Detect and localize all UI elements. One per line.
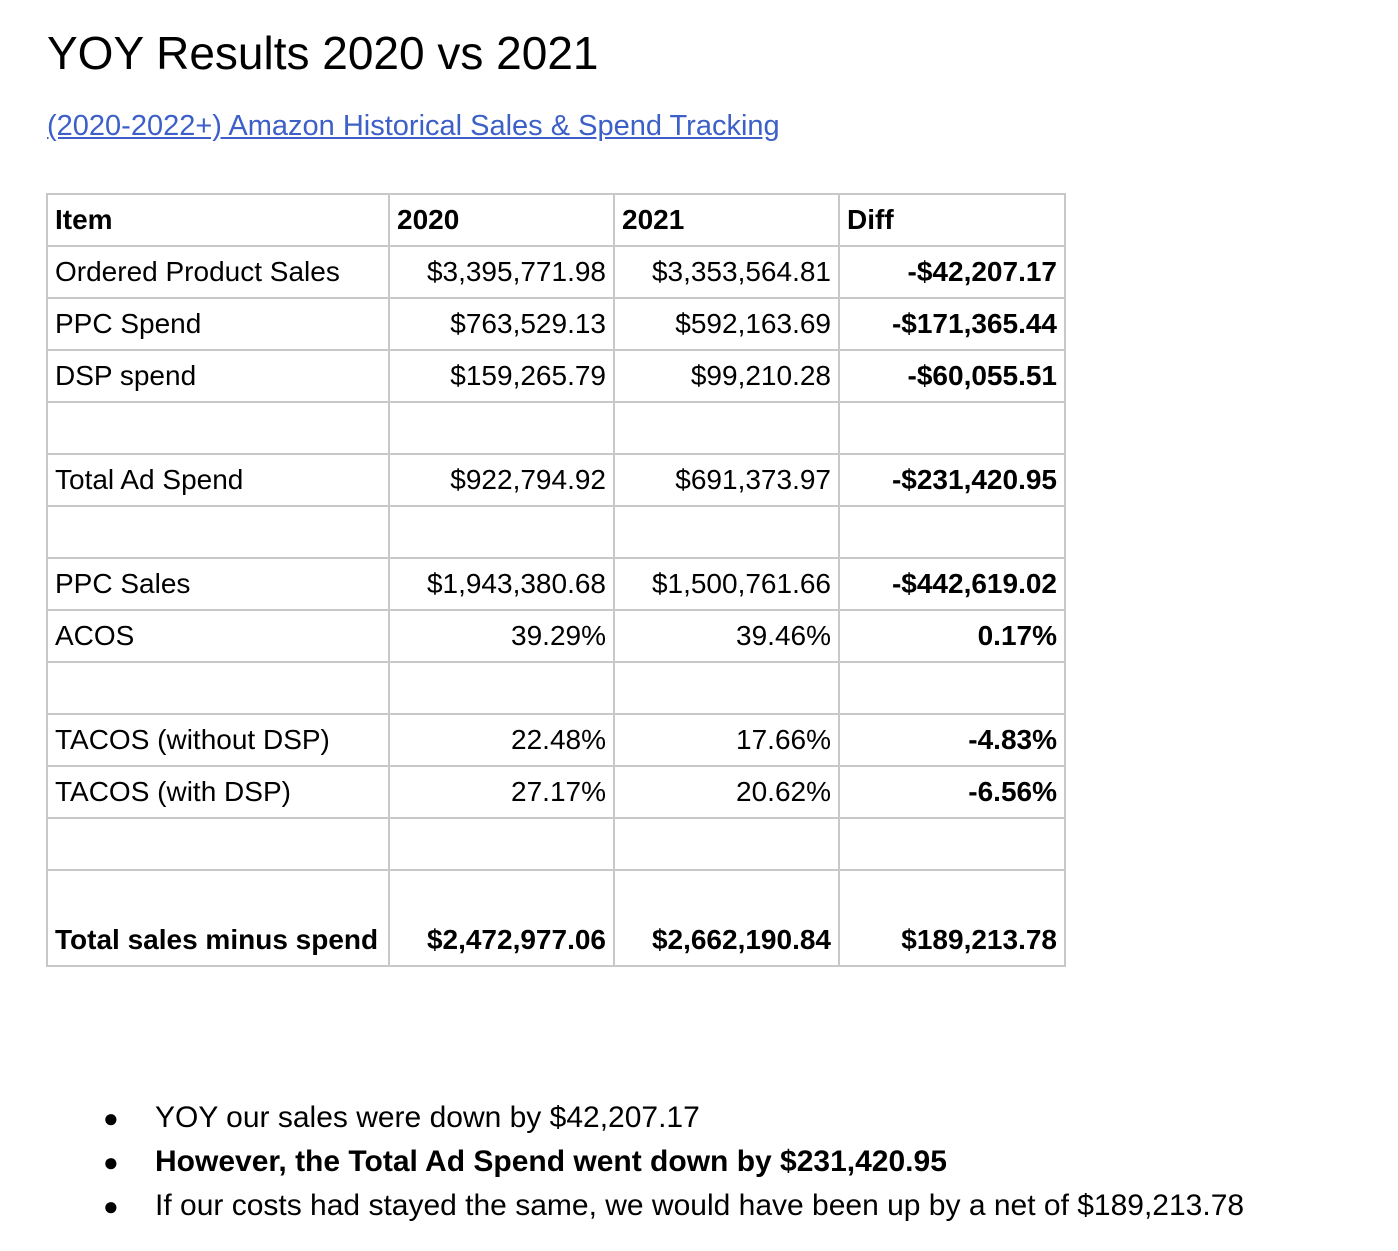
table-row: TACOS (without DSP) 22.48% 17.66% -4.83% (46, 713, 1066, 767)
value-diff (838, 817, 1066, 871)
header-item: Item (46, 193, 390, 247)
bullet-icon: ● (103, 1147, 119, 1177)
bullet-icon: ● (103, 1103, 119, 1133)
value-2021: $2,662,190.84 (613, 869, 840, 967)
header-2020: 2020 (388, 193, 615, 247)
value-diff: -$171,365.44 (838, 297, 1066, 351)
list-item: ● If our costs had stayed the same, we w… (100, 1184, 1244, 1228)
value-2020: 27.17% (388, 765, 615, 819)
row-label (46, 817, 390, 871)
value-2021: $1,500,761.66 (613, 557, 840, 611)
value-2020: 39.29% (388, 609, 615, 663)
list-item-text: If our costs had stayed the same, we wou… (155, 1189, 1245, 1222)
value-2021: $3,353,564.81 (613, 245, 840, 299)
value-diff: -6.56% (838, 765, 1066, 819)
value-2020 (388, 817, 615, 871)
table-row: TACOS (with DSP) 27.17% 20.62% -6.56% (46, 765, 1066, 819)
table-row: ACOS 39.29% 39.46% 0.17% (46, 609, 1066, 663)
row-label: Total sales minus spend (46, 869, 390, 967)
value-diff: -$60,055.51 (838, 349, 1066, 403)
row-label: DSP spend (46, 349, 390, 403)
value-diff: $189,213.78 (838, 869, 1066, 967)
value-diff (838, 401, 1066, 455)
value-2020: $1,943,380.68 (388, 557, 615, 611)
value-diff: -$231,420.95 (838, 453, 1066, 507)
value-2020: $763,529.13 (388, 297, 615, 351)
value-2021: $691,373.97 (613, 453, 840, 507)
row-label: ACOS (46, 609, 390, 663)
header-diff: Diff (838, 193, 1066, 247)
row-label: PPC Sales (46, 557, 390, 611)
value-2020: $2,472,977.06 (388, 869, 615, 967)
value-2021: 17.66% (613, 713, 840, 767)
table-row: PPC Spend $763,529.13 $592,163.69 -$171,… (46, 297, 1066, 351)
value-2020 (388, 505, 615, 559)
document-title: YOY Results 2020 vs 2021 (47, 27, 599, 79)
table-row: Ordered Product Sales $3,395,771.98 $3,3… (46, 245, 1066, 299)
list-item-text: YOY our sales were down by $42,207.17 (155, 1101, 700, 1134)
value-2020 (388, 401, 615, 455)
value-diff: -4.83% (838, 713, 1066, 767)
value-diff: -$42,207.17 (838, 245, 1066, 299)
summary-list: ● YOY our sales were down by $42,207.17 … (100, 1096, 1244, 1228)
row-label: Ordered Product Sales (46, 245, 390, 299)
value-diff (838, 505, 1066, 559)
value-2021 (613, 661, 840, 715)
table-row-total: Total sales minus spend $2,472,977.06 $2… (46, 869, 1066, 967)
value-2021: $592,163.69 (613, 297, 840, 351)
table-row: PPC Sales $1,943,380.68 $1,500,761.66 -$… (46, 557, 1066, 611)
row-label: Total Ad Spend (46, 453, 390, 507)
value-diff: 0.17% (838, 609, 1066, 663)
value-2021 (613, 505, 840, 559)
row-label (46, 401, 390, 455)
table-row-empty (46, 817, 1066, 871)
row-label: TACOS (with DSP) (46, 765, 390, 819)
table-row-empty (46, 401, 1066, 455)
value-2021: 39.46% (613, 609, 840, 663)
table-header-row: Item 2020 2021 Diff (46, 193, 1066, 247)
table-row-empty (46, 505, 1066, 559)
value-2020: $922,794.92 (388, 453, 615, 507)
value-diff: -$442,619.02 (838, 557, 1066, 611)
list-item: ● YOY our sales were down by $42,207.17 (100, 1096, 1244, 1140)
value-2021: $99,210.28 (613, 349, 840, 403)
yoy-results-table: Item 2020 2021 Diff Ordered Product Sale… (46, 193, 1066, 967)
table-row-empty (46, 661, 1066, 715)
value-2020: 22.48% (388, 713, 615, 767)
bullet-icon: ● (103, 1191, 119, 1221)
value-diff (838, 661, 1066, 715)
header-2021: 2021 (613, 193, 840, 247)
table-row: Total Ad Spend $922,794.92 $691,373.97 -… (46, 453, 1066, 507)
row-label (46, 661, 390, 715)
row-label: PPC Spend (46, 297, 390, 351)
value-2020 (388, 661, 615, 715)
value-2020: $159,265.79 (388, 349, 615, 403)
value-2021 (613, 817, 840, 871)
row-label: TACOS (without DSP) (46, 713, 390, 767)
value-2021 (613, 401, 840, 455)
table-row: DSP spend $159,265.79 $99,210.28 -$60,05… (46, 349, 1066, 403)
value-2021: 20.62% (613, 765, 840, 819)
list-item-text: However, the Total Ad Spend went down by… (155, 1145, 947, 1178)
value-2020: $3,395,771.98 (388, 245, 615, 299)
row-label (46, 505, 390, 559)
tracking-sheet-link[interactable]: (2020-2022+) Amazon Historical Sales & S… (47, 110, 780, 142)
list-item: ● However, the Total Ad Spend went down … (100, 1140, 1244, 1184)
